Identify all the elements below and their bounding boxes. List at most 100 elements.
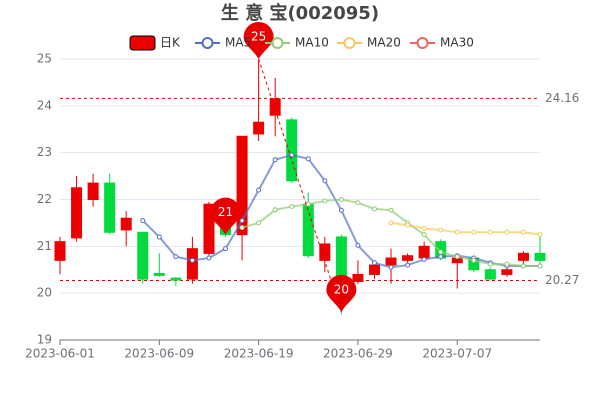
x-tick-label: 2023-06-09 (124, 347, 194, 361)
ma-point (388, 220, 394, 226)
ma-point (520, 263, 526, 269)
candle-body (385, 257, 397, 266)
ma-point (256, 220, 262, 226)
y-tick-label: 25 (37, 52, 52, 66)
y-tick-label: 19 (37, 333, 52, 347)
ma-point (405, 262, 411, 268)
ma-point (388, 207, 394, 213)
legend-icon (343, 37, 356, 49)
candle-body (484, 269, 496, 280)
y-tick-label: 24 (37, 98, 52, 112)
marker-pin (243, 22, 274, 59)
candle-body (269, 98, 281, 116)
ma-point (355, 200, 361, 206)
ma-point (405, 222, 411, 228)
candle-body (153, 272, 165, 276)
ma-point (487, 229, 493, 235)
x-tick-label: 2023-06-29 (323, 347, 393, 361)
ma-point (272, 157, 278, 163)
chart-title: 生 意 宝(002095) (221, 2, 379, 24)
ma-point (537, 232, 543, 238)
ma-point (421, 256, 427, 262)
candle-body (71, 187, 83, 239)
y-tick-label: 21 (37, 239, 52, 253)
candle-body (368, 264, 380, 275)
ma-point (371, 206, 377, 212)
ma-point (239, 218, 245, 224)
ma-point (355, 242, 361, 248)
candle-body (104, 182, 116, 233)
ma-point (487, 261, 493, 267)
candle-body (286, 119, 298, 182)
legend-label: 日K (160, 36, 181, 50)
ma-point (471, 229, 477, 235)
legend-label: MA30 (440, 36, 474, 50)
x-tick-label: 2023-06-19 (224, 347, 294, 361)
ma-point (438, 254, 444, 260)
ma-point (239, 225, 245, 231)
ma-point (338, 197, 344, 202)
legend-icon (416, 37, 429, 49)
candle-body (203, 203, 215, 254)
ma-point (421, 226, 427, 232)
ma-point (371, 260, 377, 266)
candle-body (236, 135, 248, 236)
marker-pin (326, 274, 357, 312)
y-tick-label: 20 (37, 286, 52, 300)
ma-point (338, 207, 344, 213)
candle-body (87, 182, 99, 201)
candle-body (418, 245, 430, 259)
ma-point (438, 249, 444, 255)
legend-icon (201, 37, 214, 49)
candle-body (402, 255, 414, 261)
candle-body (137, 231, 149, 280)
ma-point (520, 229, 526, 235)
marker-pin (210, 197, 241, 235)
ma-line (390, 221, 541, 236)
ma-point (504, 229, 510, 235)
ma-point (256, 187, 262, 193)
candle-body (54, 241, 66, 261)
candle-body (352, 273, 364, 282)
ma-point (305, 156, 311, 162)
mark-line-label: 20.27 (545, 273, 579, 287)
ma-point (537, 263, 543, 269)
candle-body (534, 252, 546, 261)
marker-label: 20 (334, 282, 349, 296)
legend-icon (129, 35, 156, 51)
y-tick-label: 22 (37, 192, 52, 206)
ma-point (173, 254, 179, 260)
ma-point (322, 198, 328, 204)
marker-label: 21 (218, 205, 233, 219)
ma-point (305, 201, 311, 207)
ma-point (272, 207, 278, 213)
max-min-line (258, 58, 342, 313)
candle-body (302, 203, 314, 257)
ma-point (140, 218, 146, 224)
x-tick-label: 2023-06-01 (25, 347, 95, 361)
ma-point (471, 257, 477, 263)
ma-point (454, 254, 460, 260)
ma-point (322, 178, 328, 184)
candle-body (517, 252, 529, 261)
ma-point (206, 255, 212, 261)
legend-icon (271, 37, 284, 49)
candle-body (319, 243, 331, 261)
ma-point (223, 246, 229, 252)
x-tick-label: 2023-07-07 (422, 347, 492, 361)
marker-label: 25 (251, 30, 266, 44)
ma-point (438, 227, 444, 233)
candle-body (120, 217, 132, 231)
ma-point (156, 234, 162, 240)
mark-line-label: 24.16 (545, 91, 579, 105)
legend-label: MA5 (225, 36, 251, 50)
ma-point (421, 232, 427, 238)
candle-body (186, 248, 198, 280)
ma-point (189, 257, 195, 263)
legend-label: MA10 (295, 36, 329, 50)
legend-label: MA20 (367, 36, 401, 50)
ma-point (289, 204, 295, 210)
ma-point (388, 264, 394, 270)
ma-point (454, 229, 460, 235)
